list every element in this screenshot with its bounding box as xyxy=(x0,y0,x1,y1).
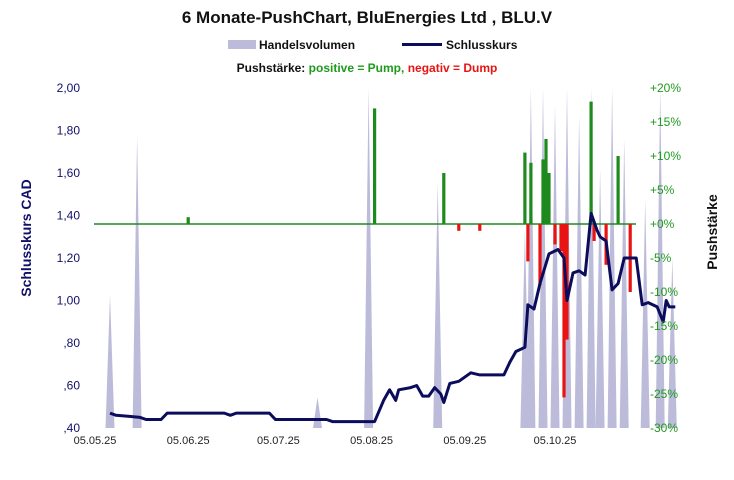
volume-spike-2 xyxy=(313,397,322,428)
y-right-tick-label: -20% xyxy=(650,353,678,367)
price-line-group xyxy=(109,211,676,424)
push-bar-3 xyxy=(457,224,461,231)
x-tick-label: 05.09.25 xyxy=(443,435,486,447)
push-bar-5 xyxy=(523,152,527,224)
volume-spike-4 xyxy=(433,183,443,428)
push-bar-14 xyxy=(562,224,566,398)
y-left-tick-label: 2,00 xyxy=(57,81,81,95)
volume-spike-3 xyxy=(364,88,374,428)
push-bar-8 xyxy=(538,224,542,286)
x-tick-label: 05.06.25 xyxy=(167,435,210,447)
y-right-tick-label: -15% xyxy=(650,319,678,333)
legend-price-label: Schlusskurs xyxy=(446,38,518,52)
y-left-tick-label: ,60 xyxy=(63,379,80,393)
push-legend-positive: positive = Pump, xyxy=(308,61,405,75)
y-right-tick-label: +15% xyxy=(650,115,681,129)
y-right-tick-label: +10% xyxy=(650,149,681,163)
volume-spike-7 xyxy=(538,88,548,428)
legend-volume-swatch xyxy=(228,40,256,49)
y-right-tick-label: -25% xyxy=(650,387,678,401)
push-bar-12 xyxy=(553,224,557,245)
push-bar-9 xyxy=(541,159,545,224)
volume-spike-12 xyxy=(595,169,605,428)
y-left-tick-label: 1,40 xyxy=(57,209,81,223)
volume-spike-15 xyxy=(640,200,650,428)
y-left-tick-label: ,80 xyxy=(63,336,80,350)
push-bar-2 xyxy=(442,173,446,224)
y-left-tick-label: 1,00 xyxy=(57,294,81,308)
volume-spike-14 xyxy=(619,139,629,428)
push-bar-6 xyxy=(526,224,530,262)
push-bar-16 xyxy=(589,101,593,224)
y-right-tick-label: +0% xyxy=(650,217,675,231)
y-right-tick-label: +5% xyxy=(650,183,675,197)
push-legend-negative: negativ = Dump xyxy=(407,61,498,75)
price-line xyxy=(109,211,676,424)
push-bar-19 xyxy=(616,156,620,224)
y-left-tick-label: 1,80 xyxy=(57,124,81,138)
push-bar-7 xyxy=(529,162,533,224)
legend-price-swatch xyxy=(402,43,442,46)
push-bar-0 xyxy=(186,217,190,224)
y-right-tick-label: -5% xyxy=(650,251,672,265)
push-bar-17 xyxy=(592,224,596,241)
volume-spike-11 xyxy=(586,88,596,428)
y-left-tick-label: 1,20 xyxy=(57,251,81,265)
push-bar-13 xyxy=(559,224,563,252)
volume-spike-16 xyxy=(655,88,665,428)
volume-spike-13 xyxy=(607,88,617,428)
legend: Handelsvolumen Schlusskurs xyxy=(0,38,734,56)
volume-spike-0 xyxy=(105,295,115,428)
push-bar-11 xyxy=(547,173,551,224)
push-legend-prefix: Pushstärke: xyxy=(236,61,306,75)
push-bar-1 xyxy=(373,108,377,224)
volume-spike-17 xyxy=(667,258,677,428)
push-bar-10 xyxy=(544,139,548,224)
legend-volume-label: Handelsvolumen xyxy=(259,38,356,52)
y-left-tick-label: 1,60 xyxy=(57,166,81,180)
y-right-tick-label: -10% xyxy=(650,285,678,299)
volume-spike-8 xyxy=(550,105,560,428)
push-legend: Pushstärke: positive = Pump, negativ = D… xyxy=(0,61,734,75)
axes-group: 2,00 1,80 1,60 1,40 1,20 1,00 ,80 ,60 ,40 +20% +15… xyxy=(57,81,682,447)
volume-spike-1 xyxy=(132,135,142,428)
y-right-tick-label: -30% xyxy=(650,421,678,435)
y-right-tick-label: +20% xyxy=(650,81,681,95)
chart-title: 6 Monate-PushChart, BluEnergies Ltd , BL… xyxy=(181,8,553,27)
volume-area-group xyxy=(105,88,677,428)
x-tick-label: 05.07.25 xyxy=(257,435,300,447)
x-tick-label: 05.08.25 xyxy=(350,435,393,447)
push-bar-4 xyxy=(478,224,482,231)
y-left-tick-label: ,40 xyxy=(63,421,80,435)
x-tick-label: 05.05.25 xyxy=(74,435,117,447)
volume-spike-6 xyxy=(526,88,536,428)
x-tick-label: 05.10.25 xyxy=(534,435,577,447)
